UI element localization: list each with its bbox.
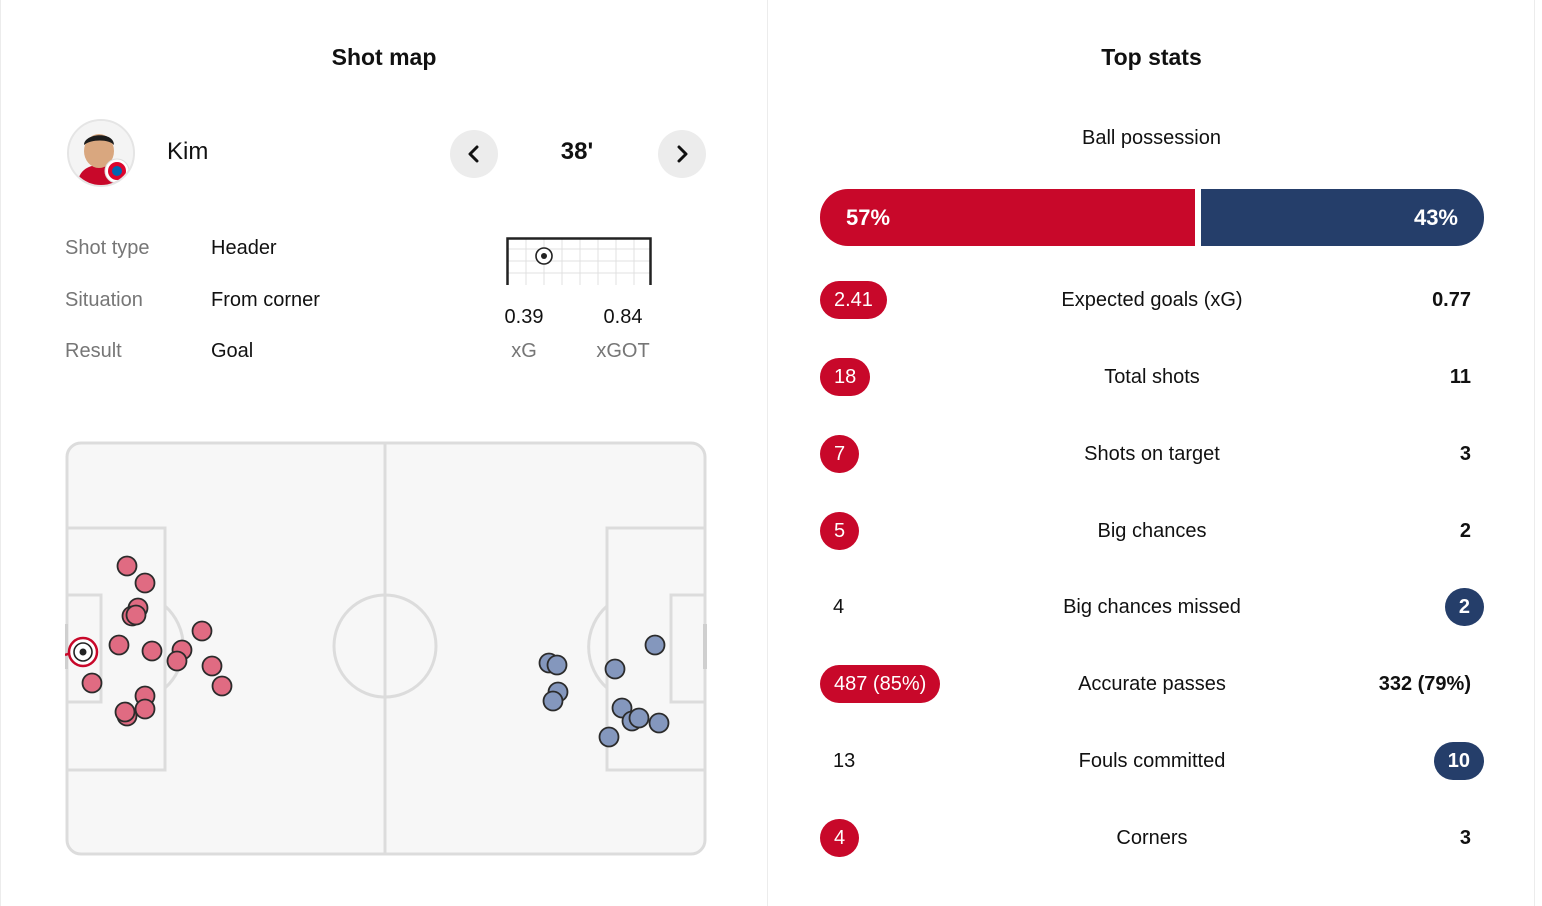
player-avatar xyxy=(67,119,135,187)
top-stats-panel: Top stats Ball possession xyxy=(769,0,1535,906)
away-shot-marker[interactable] xyxy=(604,658,626,680)
chevron-right-icon xyxy=(677,145,688,163)
shot-type-value: Header xyxy=(211,237,277,259)
stat-home-value: 487 (85%) xyxy=(820,665,941,703)
xgot-label: xGOT xyxy=(596,340,650,362)
stat-name: Expected goals (xG) xyxy=(1061,289,1243,311)
home-shot-marker[interactable] xyxy=(134,572,156,594)
home-shot-marker[interactable] xyxy=(211,675,233,697)
stat-home-value: 4 xyxy=(833,595,845,618)
stat-home-value: 2.41 xyxy=(820,281,887,319)
xg-label: xG xyxy=(511,340,537,362)
stat-home-value: 5 xyxy=(820,512,860,550)
possession-home: 57% xyxy=(820,189,1195,246)
stat-row-corners: 4 Corners 3 xyxy=(820,819,1484,859)
stat-row-big-chances-missed: 4 Big chances missed 2 xyxy=(820,588,1484,628)
stat-home-value: 18 xyxy=(820,358,871,396)
stat-away-value: 3 xyxy=(1459,826,1471,849)
stat-name: Big chances xyxy=(1097,520,1207,542)
home-shot-marker[interactable] xyxy=(108,634,130,656)
football-icon xyxy=(535,247,553,265)
ball-possession-label: Ball possession xyxy=(1082,127,1221,149)
player-photo-icon xyxy=(69,121,133,185)
shot-map-title: Shot map xyxy=(331,44,437,70)
stat-row-accurate-passes: 487 (85%) Accurate passes 332 (79%) xyxy=(820,665,1484,705)
stat-name: Corners xyxy=(1116,827,1188,849)
result-label: Result xyxy=(65,340,122,362)
stat-home-value: 13 xyxy=(833,749,856,772)
stat-name: Total shots xyxy=(1104,366,1200,388)
stat-name: Fouls committed xyxy=(1078,750,1226,772)
xg-value: 0.39 xyxy=(504,306,544,328)
player-name[interactable]: Kim xyxy=(167,138,209,165)
stat-name: Accurate passes xyxy=(1078,673,1226,695)
stat-name: Shots on target xyxy=(1084,443,1220,465)
home-shot-marker[interactable] xyxy=(191,620,213,642)
stat-row-total-shots: 18 Total shots 11 xyxy=(820,358,1484,398)
stat-name: Big chances missed xyxy=(1063,596,1241,618)
away-shot-marker[interactable] xyxy=(546,654,568,676)
away-shot-marker[interactable] xyxy=(644,634,666,656)
shot-minute: 38' xyxy=(560,138,594,165)
away-shot-marker[interactable] xyxy=(648,712,670,734)
stat-row-xg: 2.41 Expected goals (xG) 0.77 xyxy=(820,281,1484,321)
away-shot-marker[interactable] xyxy=(628,707,650,729)
home-shot-marker[interactable] xyxy=(116,555,138,577)
xgot-value: 0.84 xyxy=(603,306,643,328)
stat-away-value: 2 xyxy=(1444,588,1484,626)
possession-away: 43% xyxy=(1201,189,1484,246)
next-shot-button[interactable] xyxy=(658,130,706,178)
stat-away-value: 3 xyxy=(1459,442,1471,465)
home-shot-marker[interactable] xyxy=(81,672,103,694)
situation-label: Situation xyxy=(65,289,143,311)
stat-row-fouls-committed: 13 Fouls committed 10 xyxy=(820,742,1484,782)
shot-map-panel: Shot map Kim 38' Shot type Header Situat… xyxy=(0,0,768,906)
home-shot-marker[interactable] xyxy=(141,640,163,662)
stat-row-shots-on-target: 7 Shots on target 3 xyxy=(820,435,1484,475)
stat-away-value: 10 xyxy=(1433,742,1484,780)
away-shot-marker[interactable] xyxy=(542,690,564,712)
ball-possession-bar: 57% 43% xyxy=(820,189,1484,246)
stat-away-value: 2 xyxy=(1459,519,1471,542)
stat-away-value: 0.77 xyxy=(1432,288,1471,311)
home-shot-marker[interactable] xyxy=(114,701,136,723)
stat-home-value: 4 xyxy=(820,819,860,857)
away-shot-marker[interactable] xyxy=(598,726,620,748)
home-shot-marker[interactable] xyxy=(134,698,156,720)
home-shot-marker[interactable] xyxy=(201,655,223,677)
shot-type-label: Shot type xyxy=(65,237,150,259)
home-shot-marker[interactable] xyxy=(125,604,147,626)
stat-row-big-chances: 5 Big chances 2 xyxy=(820,512,1484,552)
top-stats-title: Top stats xyxy=(1101,44,1202,70)
home-shot-marker[interactable] xyxy=(166,650,188,672)
previous-shot-button[interactable] xyxy=(450,130,498,178)
stat-home-value: 7 xyxy=(820,435,860,473)
chevron-left-icon xyxy=(468,145,479,163)
result-value: Goal xyxy=(211,340,254,362)
pitch-shot-map xyxy=(65,441,707,856)
goal-frame-graphic xyxy=(506,237,652,294)
selected-shot-football-icon[interactable] xyxy=(65,636,99,668)
stat-away-value: 332 (79%) xyxy=(1378,672,1471,695)
stat-away-value: 11 xyxy=(1449,365,1471,388)
situation-value: From corner xyxy=(211,289,320,311)
